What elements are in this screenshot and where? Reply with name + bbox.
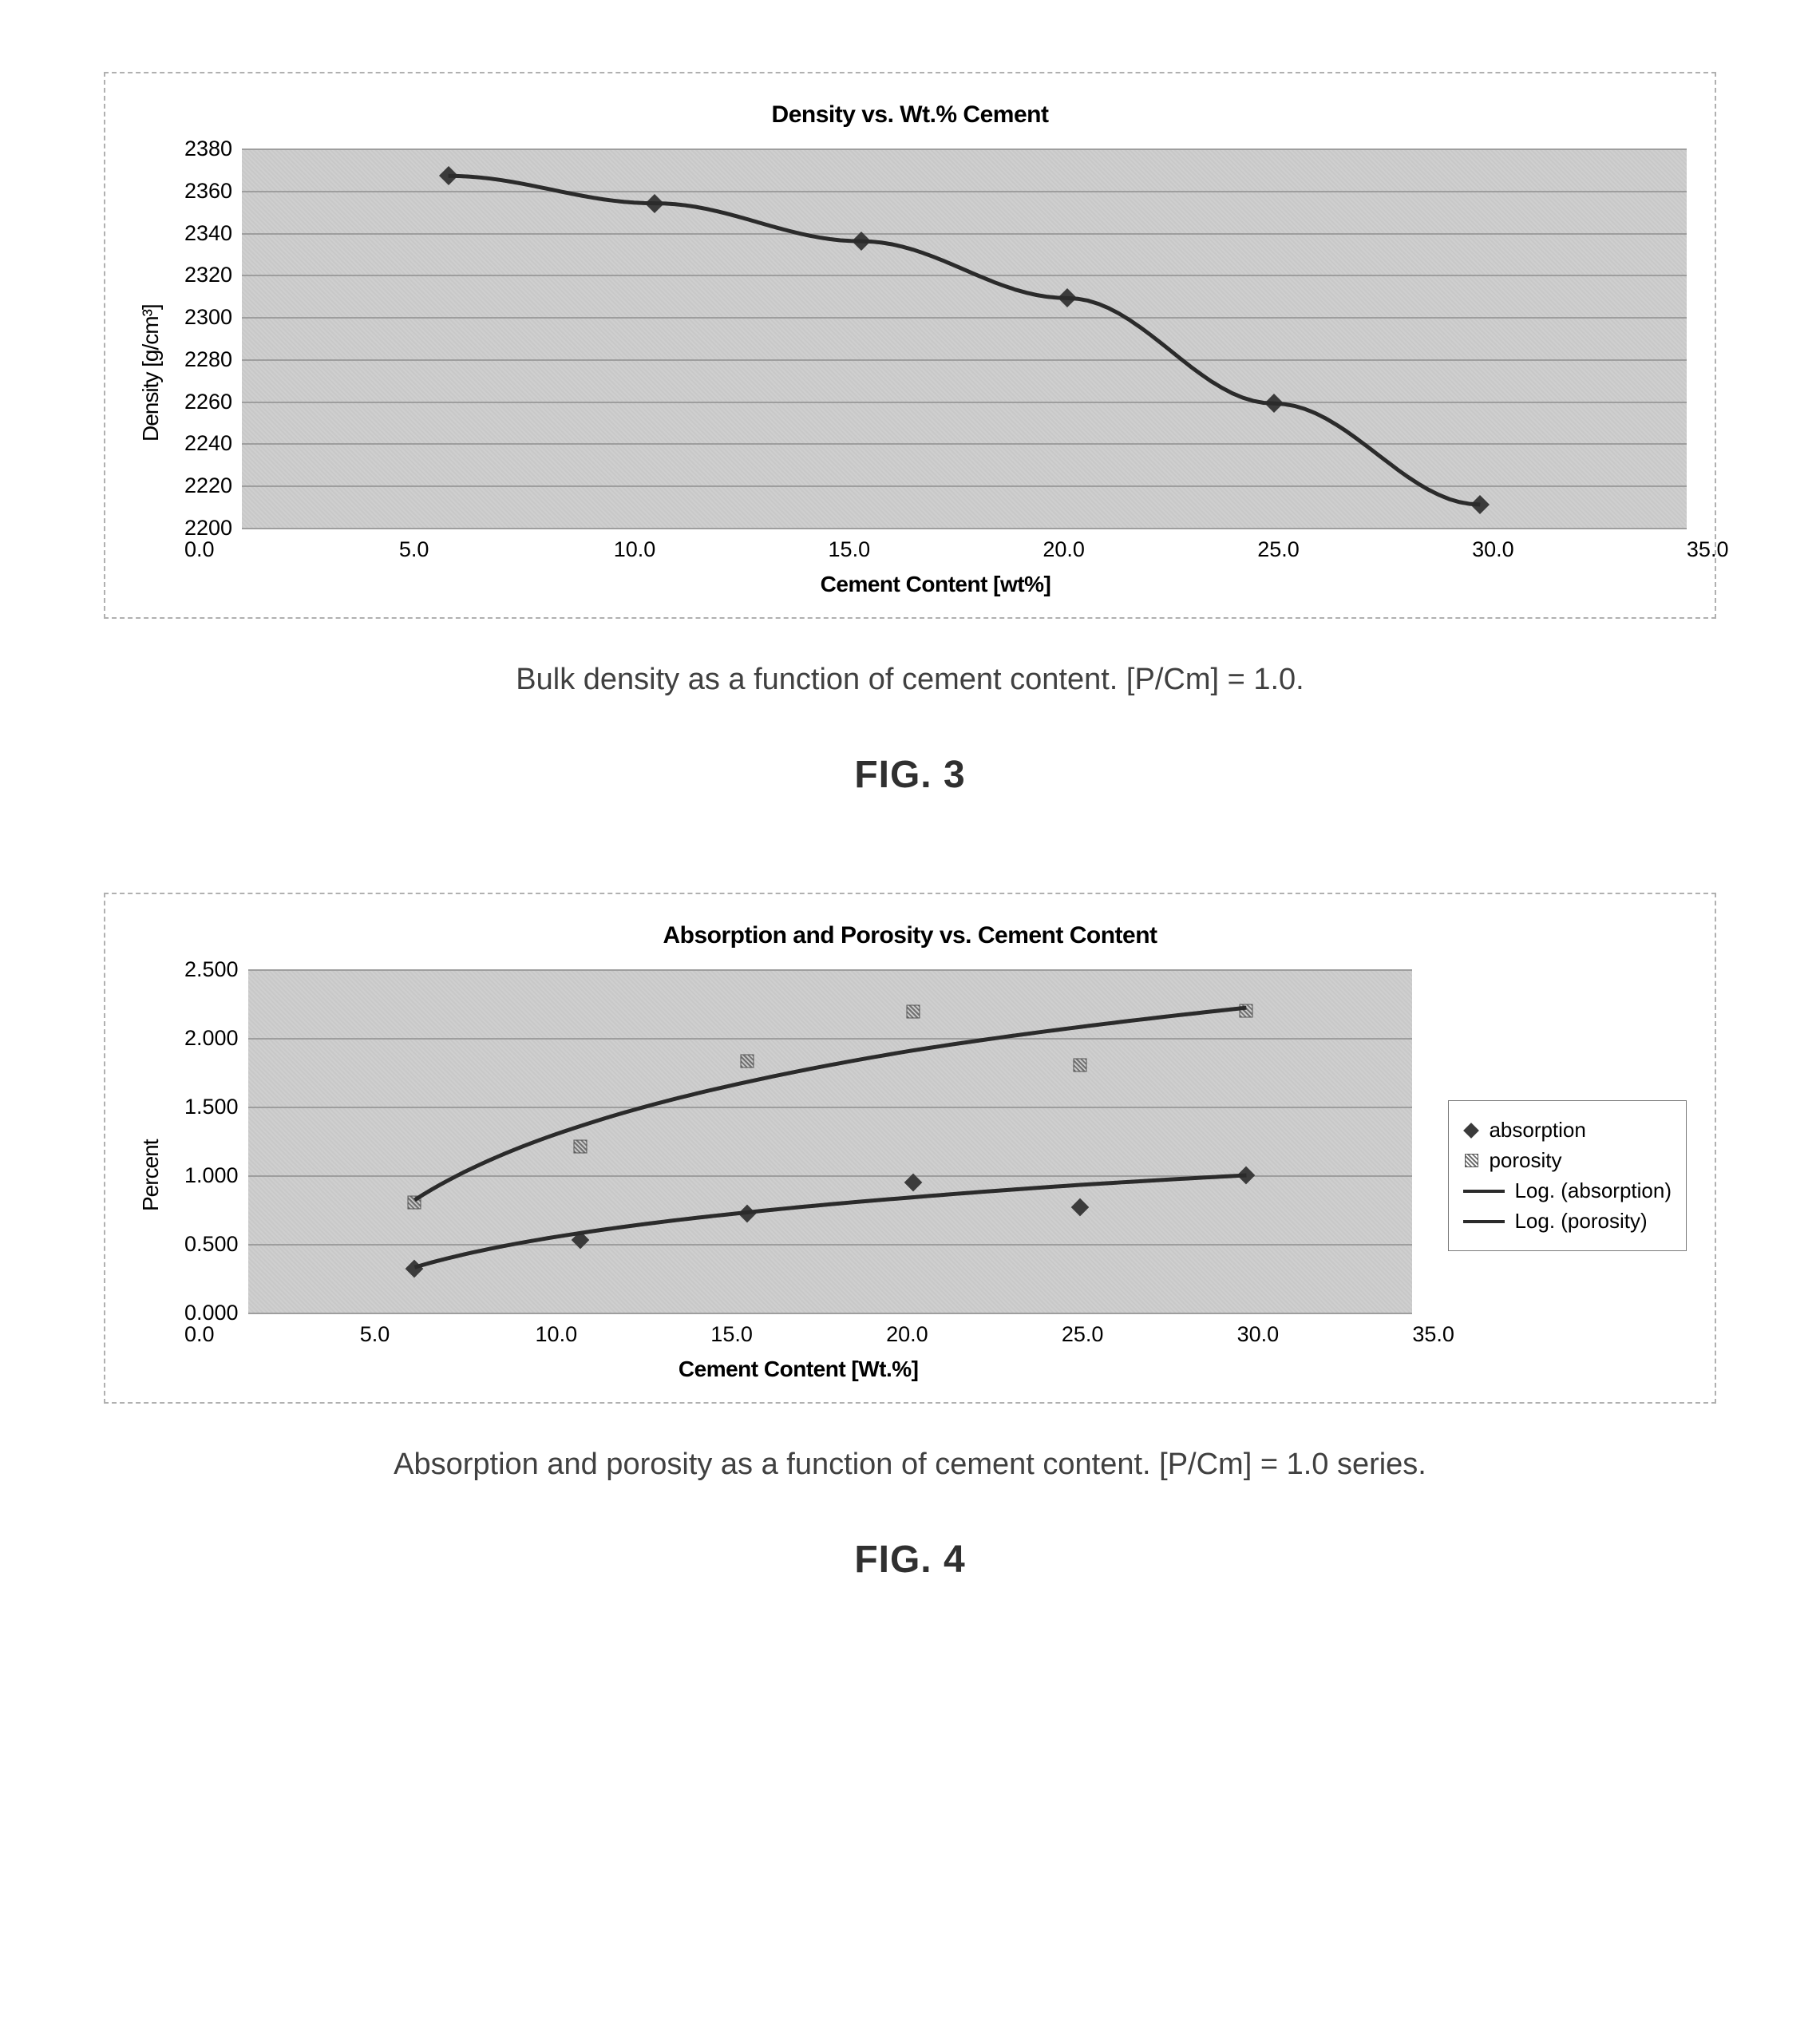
fig4-title: Absorption and Porosity vs. Cement Conte… [133, 922, 1687, 949]
fig4-plot-area [248, 969, 1413, 1313]
fig3-y-axis-label: Density [g/cm³] [133, 149, 168, 597]
fig3-chart-frame: Density vs. Wt.% Cement Density [g/cm³] … [104, 72, 1716, 619]
fig4-chart-frame: Absorption and Porosity vs. Cement Conte… [104, 893, 1716, 1404]
fig4-x-ticks: 0.05.010.015.020.025.030.035.0 [184, 1322, 1412, 1347]
fig3-x-ticks: 0.05.010.015.020.025.030.035.0 [184, 537, 1687, 562]
legend-label: absorption [1489, 1118, 1585, 1143]
fig3-plot-row: 2380236023402320230022802260224022202200 [184, 149, 1687, 528]
legend-label: porosity [1489, 1148, 1561, 1173]
fig3-plot-column: 2380236023402320230022802260224022202200… [184, 149, 1687, 597]
legend-label: Log. (porosity) [1514, 1209, 1647, 1234]
fig4-plot-row: 2.5002.0001.5001.0000.5000.000 [184, 969, 1412, 1313]
fig3-x-axis-label: Cement Content [wt%] [184, 572, 1687, 597]
figure-3-block: Density vs. Wt.% Cement Density [g/cm³] … [104, 72, 1716, 797]
fig3-chart-body: Density [g/cm³] 238023602340232023002280… [133, 149, 1687, 597]
legend-item: absorption [1463, 1118, 1672, 1143]
fig3-plot-area [242, 149, 1687, 528]
fig4-legend: absorption porosity Log. (absorption) Log. … [1448, 1100, 1687, 1251]
legend-item: porosity [1463, 1148, 1672, 1173]
line-icon [1463, 1214, 1505, 1230]
legend-item: Log. (porosity) [1463, 1209, 1672, 1234]
fig4-y-ticks: 2.5002.0001.5001.0000.5000.000 [184, 969, 248, 1313]
fig3-title: Density vs. Wt.% Cement [133, 101, 1687, 129]
figure-4-block: Absorption and Porosity vs. Cement Conte… [104, 893, 1716, 1582]
fig4-chart-body: Percent 2.5002.0001.5001.0000.5000.000 0… [133, 969, 1687, 1382]
diamond-icon [1463, 1123, 1479, 1139]
hatched-square-icon [1463, 1153, 1479, 1169]
fig4-label: FIG. 4 [104, 1538, 1716, 1582]
legend-label: Log. (absorption) [1514, 1178, 1672, 1203]
legend-item: Log. (absorption) [1463, 1178, 1672, 1203]
fig4-caption: Absorption and porosity as a function of… [104, 1448, 1716, 1482]
fig4-plot-column: 2.5002.0001.5001.0000.5000.000 0.05.010.… [184, 969, 1412, 1382]
fig4-x-axis-label: Cement Content [Wt.%] [184, 1357, 1412, 1382]
fig3-y-ticks: 2380236023402320230022802260224022202200 [184, 149, 242, 528]
fig3-label: FIG. 3 [104, 753, 1716, 797]
fig4-y-axis-label: Percent [133, 969, 168, 1382]
line-icon [1463, 1183, 1505, 1199]
fig3-caption: Bulk density as a function of cement con… [104, 663, 1716, 697]
